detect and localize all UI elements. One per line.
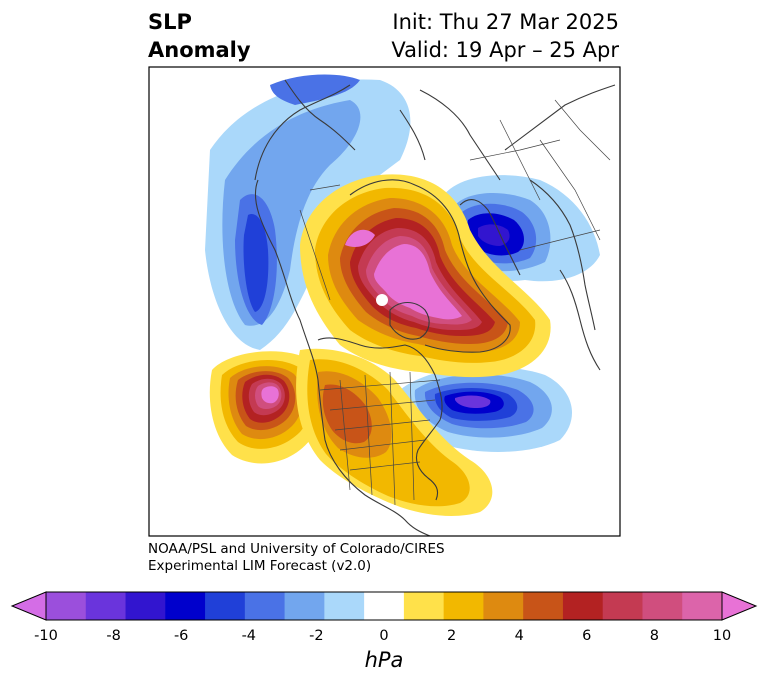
colorbar-cells [46, 592, 723, 620]
colorbar-tick-label: -6 [173, 628, 189, 644]
credit-line-1: NOAA/PSL and University of Colorado/CIRE… [148, 541, 445, 557]
colorbar-cell [523, 592, 564, 620]
positive-anomaly-arctic [300, 174, 551, 378]
political-boundaries [299, 99, 611, 506]
colorbar-tick-label: 6 [582, 628, 592, 644]
colorbar [10, 591, 758, 621]
colorbar-tick-label: 2 [446, 628, 457, 644]
colorbar-cell [642, 592, 683, 620]
colorbar-frame [45, 591, 723, 621]
valid-date: Valid: 19 Apr – 25 Apr [391, 38, 619, 62]
slp-anomaly-map [148, 66, 621, 537]
coastlines [254, 79, 616, 536]
colorbar-cell [205, 592, 246, 620]
map-credit: NOAA/PSL and University of Colorado/CIRE… [148, 541, 445, 575]
title-line-2: Anomaly [148, 38, 251, 62]
init-date: Init: Thu 27 Mar 2025 [392, 10, 619, 34]
forecast-dates: Init: Thu 27 Mar 2025 Valid: 19 Apr – 25… [391, 8, 619, 64]
colorbar-cell [483, 592, 524, 620]
colorbar-cell [125, 592, 166, 620]
colorbar-cell [165, 592, 206, 620]
positive-anomaly-pacific [209, 351, 325, 464]
credit-line-2: Experimental LIM Forecast (v2.0) [148, 558, 372, 574]
negative-anomaly-west [205, 74, 411, 350]
map-frame [148, 66, 621, 537]
colorbar-tick-label: -8 [106, 628, 121, 644]
colorbar-tick-label: -4 [241, 628, 257, 644]
colorbar-cell [244, 592, 286, 620]
colorbar-cell [324, 592, 365, 620]
colorbar-cell [85, 592, 127, 620]
map-title: SLP Anomaly [148, 8, 251, 64]
colorbar-cell [364, 592, 405, 620]
colorbar-tick-label: -2 [309, 628, 324, 644]
colorbar-cell [602, 592, 643, 620]
colorbar-right-extension [721, 591, 758, 621]
colorbar-cell [682, 592, 723, 620]
colorbar-cell [284, 592, 325, 620]
colorbar-cell [443, 592, 484, 620]
colorbar-left-extension [10, 591, 47, 621]
title-line-1: SLP [148, 10, 192, 34]
colorbar-cell [562, 592, 604, 620]
colorbar-tick-label: -10 [34, 628, 58, 644]
colorbar-tick-label: 8 [649, 628, 660, 644]
colorbar-cell [403, 592, 445, 620]
colorbar-tick-label: 4 [514, 628, 524, 644]
colorbar-tick-label: 10 [712, 628, 732, 644]
colorbar-unit-label: hPa [364, 648, 404, 672]
negative-anomaly-atlantic [399, 366, 572, 452]
colorbar-tick-label: 0 [379, 628, 389, 644]
colorbar-cell [46, 592, 87, 620]
